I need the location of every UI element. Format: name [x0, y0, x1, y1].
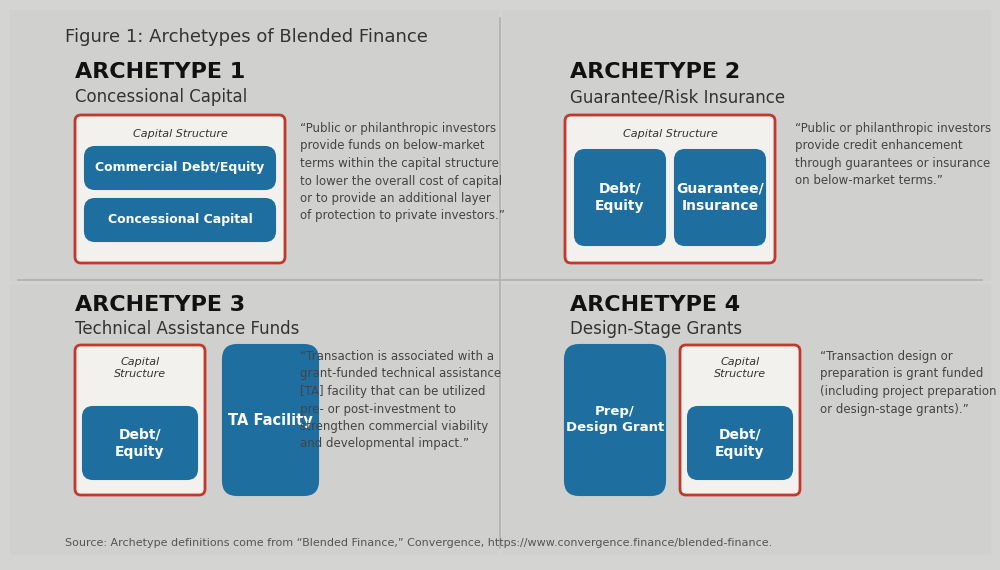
Bar: [502, 284, 990, 554]
Text: ARCHETYPE 2: ARCHETYPE 2: [570, 62, 740, 82]
Text: Technical Assistance Funds: Technical Assistance Funds: [75, 320, 299, 338]
Text: Capital
Structure: Capital Structure: [714, 357, 766, 378]
Text: Debt/
Equity: Debt/ Equity: [595, 181, 645, 213]
Text: Guarantee/Risk Insurance: Guarantee/Risk Insurance: [570, 88, 785, 106]
Text: Capital Structure: Capital Structure: [133, 129, 227, 139]
FancyBboxPatch shape: [575, 150, 665, 245]
Text: Debt/
Equity: Debt/ Equity: [115, 428, 165, 459]
Text: Design-Stage Grants: Design-Stage Grants: [570, 320, 742, 338]
FancyBboxPatch shape: [83, 407, 197, 479]
Text: “Public or philanthropic investors
provide credit enhancement
through guarantees: “Public or philanthropic investors provi…: [795, 122, 991, 188]
Bar: [10, 10, 498, 280]
FancyBboxPatch shape: [75, 115, 285, 263]
Text: “Public or philanthropic investors
provide funds on below-market
terms within th: “Public or philanthropic investors provi…: [300, 122, 505, 222]
Text: ARCHETYPE 4: ARCHETYPE 4: [570, 295, 740, 315]
Text: Capital Structure: Capital Structure: [623, 129, 717, 139]
Text: Source: Archetype definitions come from “Blended Finance,” Convergence, https://: Source: Archetype definitions come from …: [65, 538, 772, 548]
FancyBboxPatch shape: [565, 115, 775, 263]
FancyBboxPatch shape: [75, 345, 205, 495]
FancyBboxPatch shape: [675, 150, 765, 245]
FancyBboxPatch shape: [223, 345, 318, 495]
Text: Concessional Capital: Concessional Capital: [75, 88, 247, 106]
Bar: [502, 10, 990, 280]
Text: Figure 1: Archetypes of Blended Finance: Figure 1: Archetypes of Blended Finance: [65, 28, 428, 46]
Text: “Transaction design or
preparation is grant funded
(including project preparatio: “Transaction design or preparation is gr…: [820, 350, 996, 416]
Text: Guarantee/
Insurance: Guarantee/ Insurance: [676, 181, 764, 213]
Text: ARCHETYPE 3: ARCHETYPE 3: [75, 295, 245, 315]
Text: Commercial Debt/Equity: Commercial Debt/Equity: [95, 161, 265, 174]
Bar: [10, 284, 498, 554]
Text: Concessional Capital: Concessional Capital: [108, 214, 252, 226]
FancyBboxPatch shape: [565, 345, 665, 495]
Text: Capital
Structure: Capital Structure: [114, 357, 166, 378]
Text: TA Facility: TA Facility: [228, 413, 312, 428]
FancyBboxPatch shape: [688, 407, 792, 479]
FancyBboxPatch shape: [85, 147, 275, 189]
FancyBboxPatch shape: [680, 345, 800, 495]
Text: Prep/
Design Grant: Prep/ Design Grant: [566, 405, 664, 434]
FancyBboxPatch shape: [85, 199, 275, 241]
Text: ARCHETYPE 1: ARCHETYPE 1: [75, 62, 245, 82]
Text: Debt/
Equity: Debt/ Equity: [715, 428, 765, 459]
Text: “Transaction is associated with a
grant-funded technical assistance
[TA] facilit: “Transaction is associated with a grant-…: [300, 350, 501, 450]
